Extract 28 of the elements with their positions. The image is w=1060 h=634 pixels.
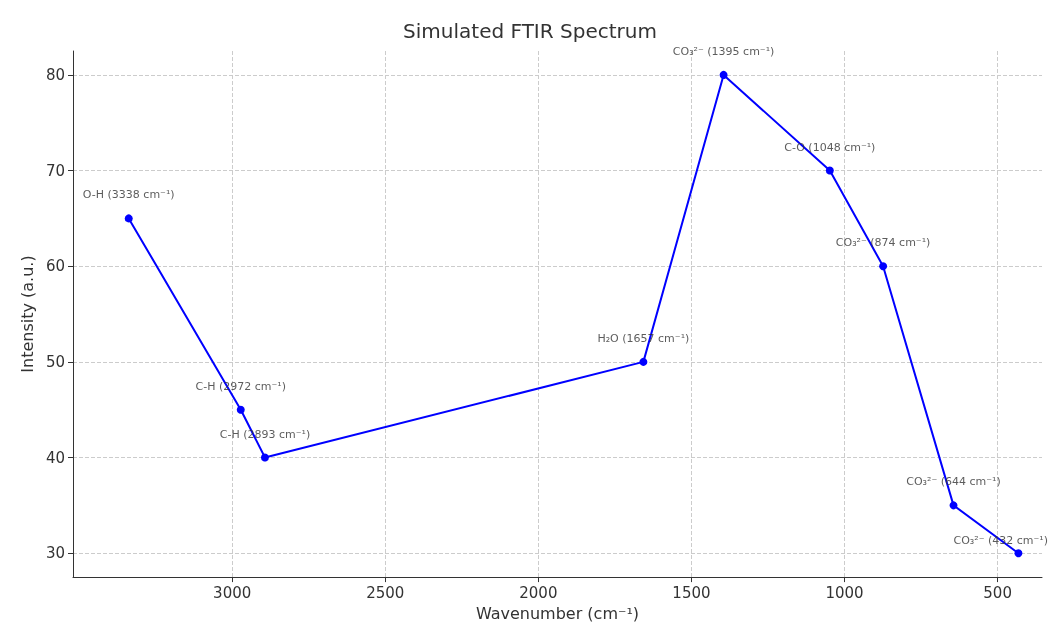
- annotation: O-H (3338 cm⁻¹): [82, 188, 175, 202]
- point: [879, 262, 888, 271]
- x-tick-label: 1500: [672, 583, 711, 602]
- y-tick-label: 60: [45, 257, 65, 276]
- point: [260, 453, 269, 462]
- annotation: CO₃²⁻ (1395 cm⁻¹): [672, 44, 775, 58]
- y-tick-label: 80: [45, 65, 65, 84]
- point: [639, 357, 648, 366]
- y-tick-label: 70: [45, 161, 65, 180]
- x-tick-label: 2000: [519, 583, 558, 602]
- annotation: CO₃²⁻ (874 cm⁻¹): [835, 236, 931, 250]
- point: [236, 405, 245, 414]
- x-axis-title: Wavenumber (cm⁻¹): [475, 603, 640, 623]
- point: [719, 70, 728, 79]
- point: [949, 501, 958, 510]
- x-tick-label: 2500: [366, 583, 405, 602]
- point: [825, 166, 834, 175]
- x-tick-label: 500: [983, 583, 1012, 602]
- point: [124, 214, 133, 223]
- y-axis-title: Intensity (a.u.): [17, 255, 37, 373]
- chart-title: Simulated FTIR Spectrum: [403, 19, 657, 43]
- x-tick-label: 3000: [213, 583, 252, 602]
- annotation: C-O (1048 cm⁻¹): [784, 140, 876, 154]
- y-tick-label: 40: [45, 448, 65, 467]
- x-tick-label: 1000: [825, 583, 864, 602]
- y-tick-label: 30: [45, 544, 65, 563]
- point: [1014, 549, 1023, 558]
- y-tick-label: 50: [45, 352, 65, 371]
